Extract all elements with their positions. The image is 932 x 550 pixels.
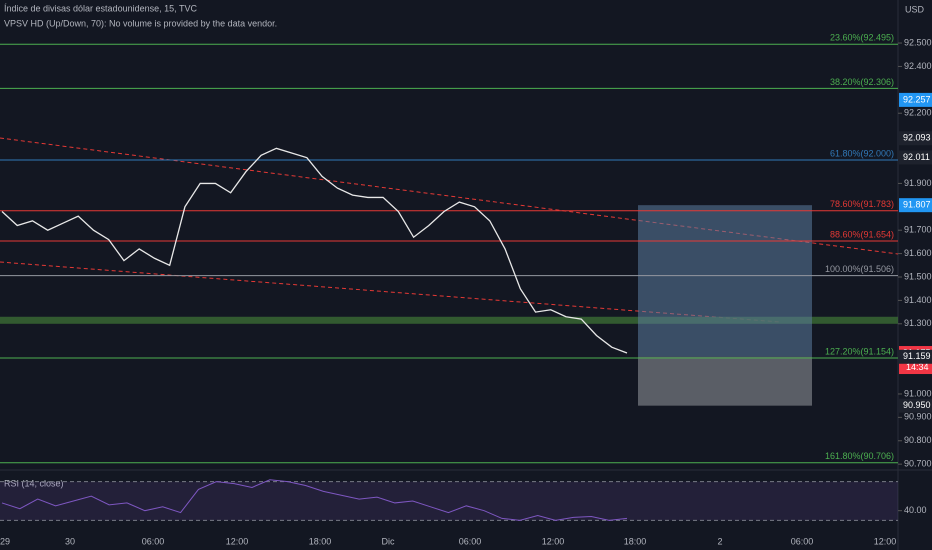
price-badge bbox=[899, 92, 932, 107]
trendline bbox=[0, 137, 899, 255]
fib-label: 88.60%(91.654) bbox=[830, 229, 894, 239]
time-label: 12:00 bbox=[542, 536, 565, 546]
time-label: 12:00 bbox=[874, 536, 897, 546]
price-tick-label: 90.700 bbox=[904, 459, 932, 469]
price-badge bbox=[899, 131, 932, 146]
time-label: 06:00 bbox=[791, 536, 814, 546]
time-label: Dic bbox=[382, 536, 395, 546]
time-label: 06:00 bbox=[142, 536, 165, 546]
rsi-line bbox=[1, 479, 628, 521]
price-badge-label: 92.011 bbox=[903, 152, 930, 162]
price-badge bbox=[899, 198, 932, 213]
title: Índice de divisas dólar estadounidense, … bbox=[4, 3, 197, 13]
fib-label: 38.20%(92.306) bbox=[830, 77, 894, 87]
time-label: 12:00 bbox=[226, 536, 249, 546]
position-target bbox=[638, 356, 812, 406]
rsi-title: RSI (14, close) bbox=[4, 478, 64, 488]
price-tick-label: 92.400 bbox=[904, 61, 932, 71]
price-badge-label: 90.950 bbox=[903, 400, 931, 410]
price-tick-label: 92.500 bbox=[904, 37, 932, 47]
price-badge-label: 91.159 bbox=[903, 351, 931, 361]
price-badge-label: 92.093 bbox=[903, 133, 931, 143]
support-zone bbox=[0, 316, 898, 324]
price-badge bbox=[899, 349, 932, 364]
rsi-tick-label: 40.00 bbox=[904, 505, 927, 515]
price-badge bbox=[899, 398, 932, 413]
price-tick-label: 90.800 bbox=[904, 435, 932, 445]
price-tick-label: 91.000 bbox=[904, 388, 932, 398]
price-tick-label: 90.900 bbox=[904, 412, 932, 422]
rsi-band-fill bbox=[0, 481, 898, 521]
countdown: 14:34 bbox=[906, 362, 929, 372]
price-badge bbox=[899, 150, 932, 165]
price-tick-label: 91.900 bbox=[904, 178, 932, 188]
price-tick-label: 91.400 bbox=[904, 295, 932, 305]
price-tick-label: 91.300 bbox=[904, 318, 932, 328]
fib-label: 78.60%(91.783) bbox=[830, 199, 894, 209]
time-label: 29 bbox=[0, 536, 10, 546]
currency: USD bbox=[905, 4, 925, 14]
price-line bbox=[1, 147, 628, 354]
indicator-note: VPSV HD (Up/Down, 70): No volume is prov… bbox=[4, 18, 277, 28]
time-label: 18:00 bbox=[309, 536, 332, 546]
price-tick-label: 91.700 bbox=[904, 225, 932, 235]
fib-label: 61.80%(92.000) bbox=[830, 148, 894, 158]
fib-label: 23.60%(92.495) bbox=[830, 33, 894, 43]
fib-label: 127.20%(91.154) bbox=[825, 346, 894, 356]
price-badge-label: 92.257 bbox=[903, 94, 931, 104]
time-label: 2 bbox=[717, 536, 722, 546]
countdown-badge bbox=[899, 361, 932, 375]
price-badge-label: 91.807 bbox=[903, 200, 931, 210]
price-tick-label: 91.500 bbox=[904, 271, 932, 281]
price-tick-label: 92.200 bbox=[904, 108, 932, 118]
time-label: 30 bbox=[65, 536, 75, 546]
price-tick-label: 91.600 bbox=[904, 248, 932, 258]
time-label: 06:00 bbox=[459, 536, 482, 546]
position-stop bbox=[638, 205, 812, 357]
fib-label: 161.80%(90.706) bbox=[825, 451, 894, 461]
fib-label: 100.00%(91.506) bbox=[825, 264, 894, 274]
time-label: 18:00 bbox=[624, 536, 647, 546]
